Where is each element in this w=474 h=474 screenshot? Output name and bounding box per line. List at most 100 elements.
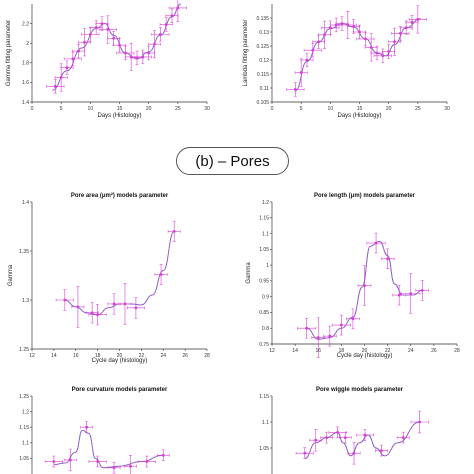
fit-curve [64, 230, 175, 316]
marker [379, 449, 383, 452]
x-tick-label: 20 [386, 106, 392, 112]
chart-gamma_top: 0 5 10 15 20 25 30 1.4 1.6 1.8 2 2.2 Days (Histology… [6, 0, 210, 119]
data-point [113, 38, 126, 53]
y-tick-label: 1.4 [22, 200, 29, 206]
marker [112, 466, 116, 470]
fit-curve-overlay [52, 3, 181, 91]
x-axis-label: Days (Histology) [97, 113, 141, 119]
data-point [415, 280, 430, 301]
marker [340, 22, 344, 25]
chart-lambda_top: 0 5 10 15 20 25 30 0.105 0.11 0.115 0.12 0.125 0.13 0… [243, 4, 450, 119]
data-point [44, 455, 63, 468]
marker [164, 23, 168, 26]
marker [316, 336, 320, 340]
marker [358, 30, 361, 34]
y-tick-label: 1.05 [19, 456, 29, 462]
y-tick-label: 0.11 [260, 86, 270, 92]
data-point [388, 27, 401, 56]
y-axis-label: Gamma [8, 264, 14, 286]
data-point [364, 33, 378, 62]
x-tick-label: 12 [269, 348, 275, 354]
fit-curve-overlay [64, 230, 175, 316]
data-point [335, 16, 349, 31]
x-tick-label: 0 [271, 106, 274, 112]
data-point [85, 302, 99, 324]
data-point [137, 455, 156, 468]
y-tick-label: 1.05 [259, 446, 269, 452]
marker [141, 55, 145, 59]
marker [352, 25, 356, 28]
section-label-pores: (b) – Pores [176, 147, 289, 175]
marker [305, 326, 309, 330]
chart-title: Pore length (μm) models parameter [314, 193, 416, 199]
y-tick-label: 0.13 [259, 30, 269, 36]
data-point [392, 284, 406, 306]
marker [404, 26, 408, 30]
marker [293, 88, 297, 91]
marker [374, 241, 378, 245]
data-point [63, 51, 82, 66]
marker [336, 431, 340, 434]
data-point [80, 421, 94, 433]
y-tick-label: 1.2 [262, 200, 269, 206]
marker [339, 323, 343, 327]
data-point [380, 248, 395, 269]
y-tick-label: 1.3 [22, 298, 29, 304]
data-point [54, 63, 68, 92]
x-tick-label: 20 [146, 106, 152, 112]
marker [381, 54, 385, 58]
data-point [60, 60, 74, 75]
data-point [78, 28, 91, 57]
data-point [408, 5, 427, 34]
marker [334, 23, 338, 27]
y-tick-label: 1.05 [259, 247, 269, 253]
marker [147, 51, 151, 55]
fit-curve-overlay [304, 421, 420, 459]
y-tick-label: 1.35 [19, 249, 29, 255]
marker [129, 464, 132, 468]
y-tick-label: 1 [266, 263, 269, 269]
chart-pore_area: 12 14 16 18 20 22 24 26 28 1.25 1.3 1.35 1.4 Pore are… [8, 192, 210, 364]
x-tick-label: 18 [339, 348, 345, 354]
data-point [168, 0, 187, 22]
x-tick-label: 10 [88, 106, 94, 112]
chart-pore_curvature: 1.05 1.1 1.15 1.2 1.25 Pore curvature models … [19, 387, 170, 474]
data-point [71, 286, 85, 328]
data-point [167, 220, 181, 242]
marker [303, 451, 307, 455]
y-tick-label: 1.15 [259, 394, 269, 400]
marker [161, 453, 165, 457]
x-tick-label: 20 [117, 353, 123, 359]
y-tick-label: 1.15 [19, 425, 29, 431]
marker [387, 50, 391, 53]
data-point [89, 20, 103, 35]
data-point [88, 304, 107, 326]
marker [52, 460, 56, 463]
x-tick-label: 26 [431, 348, 437, 354]
chart-title: Pore wiggle models parameter [316, 387, 404, 393]
marker [398, 32, 402, 35]
y-tick-label: 2.2 [22, 21, 29, 27]
data-point [126, 297, 145, 319]
data-point [159, 17, 173, 32]
data-point [98, 15, 117, 44]
y-tick-label: 0.105 [256, 100, 269, 106]
y-tick-label: 1.6 [22, 80, 29, 86]
marker [123, 302, 127, 306]
data-point [154, 263, 168, 286]
marker [112, 302, 116, 306]
data-point [338, 11, 357, 39]
y-tick-label: 0.85 [259, 310, 269, 316]
data-point [320, 431, 334, 444]
y-tick-label: 0.75 [259, 342, 269, 348]
y-tick-label: 0.95 [259, 279, 269, 285]
y-axis-label: Lambda fitting parameter [243, 20, 249, 87]
marker [170, 14, 174, 18]
marker [352, 451, 356, 455]
data-point [95, 16, 109, 31]
marker [305, 58, 309, 62]
data-point [107, 462, 121, 474]
data-point [366, 232, 386, 254]
y-tick-label: 0.115 [257, 72, 269, 78]
x-tick-label: 24 [160, 353, 166, 359]
